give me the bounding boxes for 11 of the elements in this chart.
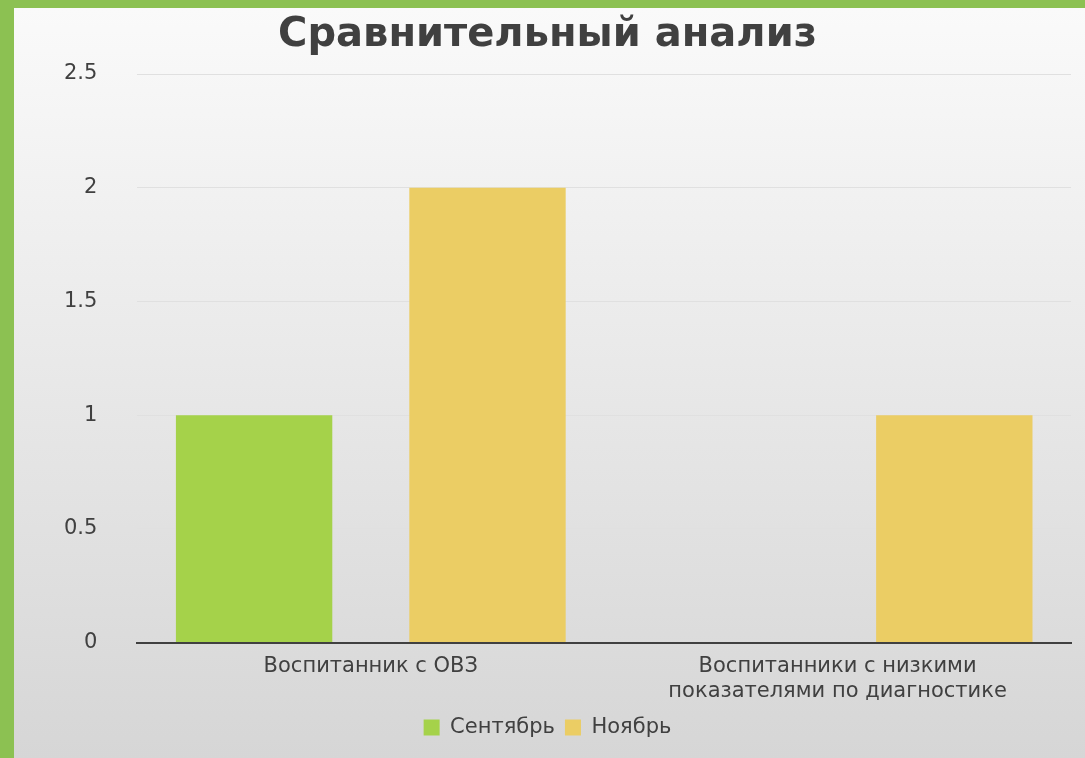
x-tick-label: Воспитанники с низкими показателями по диагностике bbox=[668, 652, 1007, 702]
legend-label: Ноябрь bbox=[591, 713, 672, 738]
x-tick-label: Воспитанник с ОВЗ bbox=[263, 652, 478, 677]
legend-label: Сентябрь bbox=[450, 713, 555, 738]
y-tick-label: 1 bbox=[84, 401, 98, 426]
chart-title: Сравнительный анализ bbox=[278, 9, 817, 56]
y-tick-label: 0.5 bbox=[63, 515, 98, 540]
y-tick-label: 2 bbox=[84, 174, 98, 199]
y-tick-label: 2.5 bbox=[63, 60, 98, 85]
y-tick-label: 0 bbox=[84, 629, 98, 654]
y-tick-label: 1.5 bbox=[63, 287, 98, 312]
